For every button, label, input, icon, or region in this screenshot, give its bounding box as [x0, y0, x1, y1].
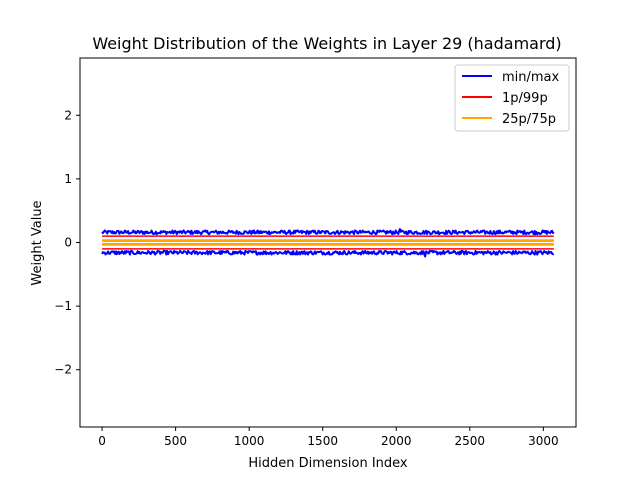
legend-label-min-max: min/max	[502, 70, 560, 85]
legend: min/max 1p/99p 25p/75p	[454, 64, 570, 132]
x-tick-label: 500	[164, 434, 187, 448]
y-axis: −2 −1 0 1 2	[54, 108, 80, 377]
legend-label-1p-99p: 1p/99p	[502, 91, 548, 106]
x-axis-label: Hidden Dimension Index	[248, 456, 408, 471]
series-min-max-lower-line	[101, 249, 554, 258]
y-axis-label: Weight Value	[30, 200, 45, 285]
legend-label-25p-75p: 25p/75p	[502, 112, 556, 127]
x-axis: 0 500 1000 1500 2000 2500 3000	[98, 427, 559, 448]
chart-title: Weight Distribution of the Weights in La…	[92, 34, 561, 53]
legend-box	[454, 64, 570, 132]
x-tick-label: 2000	[381, 434, 412, 448]
y-tick-label: 0	[64, 236, 72, 250]
x-tick-label: 1000	[234, 434, 265, 448]
x-tick-label: 0	[98, 434, 106, 448]
y-tick-label: −1	[54, 299, 72, 313]
plot-area	[101, 228, 555, 258]
series-min-max-upper-line	[101, 228, 555, 236]
x-tick-label: 2500	[455, 434, 486, 448]
x-tick-label: 1500	[307, 434, 338, 448]
y-tick-label: 2	[64, 108, 72, 122]
x-tick-label: 3000	[528, 434, 559, 448]
y-tick-label: 1	[64, 172, 72, 186]
y-tick-label: −2	[54, 363, 72, 377]
